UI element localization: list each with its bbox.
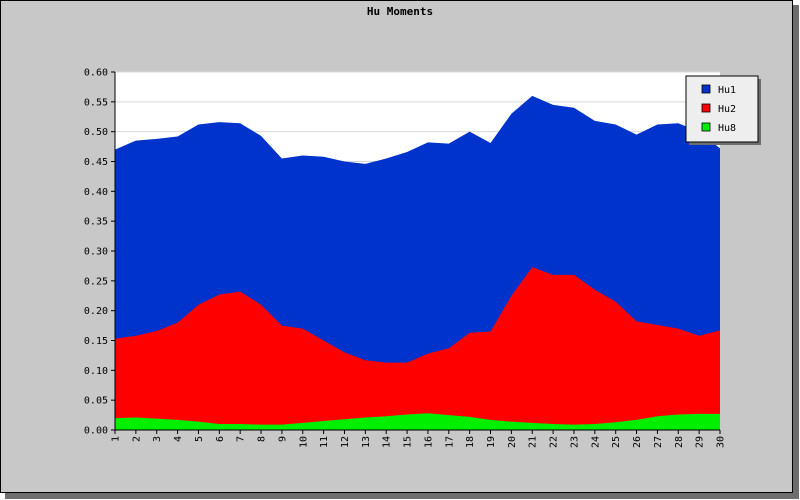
y-tick-label: 0.25 [84, 276, 108, 287]
x-tick-label: 9 [277, 436, 288, 442]
y-tick-label: 0.00 [84, 426, 108, 437]
y-tick-label: 0.30 [84, 247, 108, 258]
series-area-hu8 [115, 413, 720, 430]
x-tick-label: 17 [444, 436, 455, 448]
y-tick-label: 0.35 [84, 217, 108, 228]
x-tick-label: 12 [340, 436, 351, 448]
x-tick-label: 14 [382, 436, 393, 448]
x-tick-label: 24 [590, 436, 601, 448]
legend-swatch-hu8 [701, 122, 711, 132]
y-tick-label: 0.45 [84, 157, 108, 168]
y-tick-label: 0.15 [84, 336, 108, 347]
x-tick-label: 22 [549, 436, 560, 448]
y-tick-label: 0.60 [84, 68, 108, 79]
x-tick-label: 21 [528, 436, 539, 448]
x-tick-label: 7 [236, 436, 247, 442]
y-tick-label: 0.20 [84, 306, 108, 317]
x-tick-label: 3 [152, 436, 163, 442]
legend-swatch-hu1 [701, 84, 711, 94]
x-tick-label: 30 [716, 436, 727, 448]
x-tick-label: 28 [674, 436, 685, 448]
x-tick-label: 13 [361, 436, 372, 448]
y-tick-label: 0.55 [84, 97, 108, 108]
chart-title: Hu Moments [367, 5, 433, 18]
x-tick-label: 8 [257, 436, 268, 442]
legend-label-hu8: Hu8 [718, 123, 736, 134]
x-tick-label: 19 [486, 436, 497, 448]
x-tick-label: 16 [423, 436, 434, 448]
x-tick-label: 23 [569, 436, 580, 448]
x-tick-label: 5 [194, 436, 205, 442]
x-tick-label: 27 [653, 436, 664, 448]
y-tick-label: 0.50 [84, 127, 108, 138]
x-tick-label: 25 [611, 436, 622, 448]
x-tick-label: 10 [298, 436, 309, 448]
x-tick-label: 1 [111, 436, 122, 442]
x-tick-label: 29 [695, 436, 706, 448]
x-tick-label: 15 [403, 436, 414, 448]
x-tick-label: 6 [215, 436, 226, 442]
y-tick-label: 0.10 [84, 366, 108, 377]
x-tick-label: 2 [131, 436, 142, 442]
x-tick-label: 11 [319, 436, 330, 448]
legend-label-hu2: Hu2 [718, 104, 736, 115]
x-tick-label: 4 [173, 436, 184, 442]
x-tick-label: 18 [465, 436, 476, 448]
y-tick-label: 0.05 [84, 396, 108, 407]
series-area-hu2 [115, 267, 720, 430]
legend [685, 75, 759, 143]
legend-label-hu1: Hu1 [718, 85, 736, 96]
x-tick-label: 26 [632, 436, 643, 448]
legend-swatch-hu2 [701, 103, 711, 113]
y-tick-label: 0.40 [84, 187, 108, 198]
x-tick-label: 20 [507, 436, 518, 448]
